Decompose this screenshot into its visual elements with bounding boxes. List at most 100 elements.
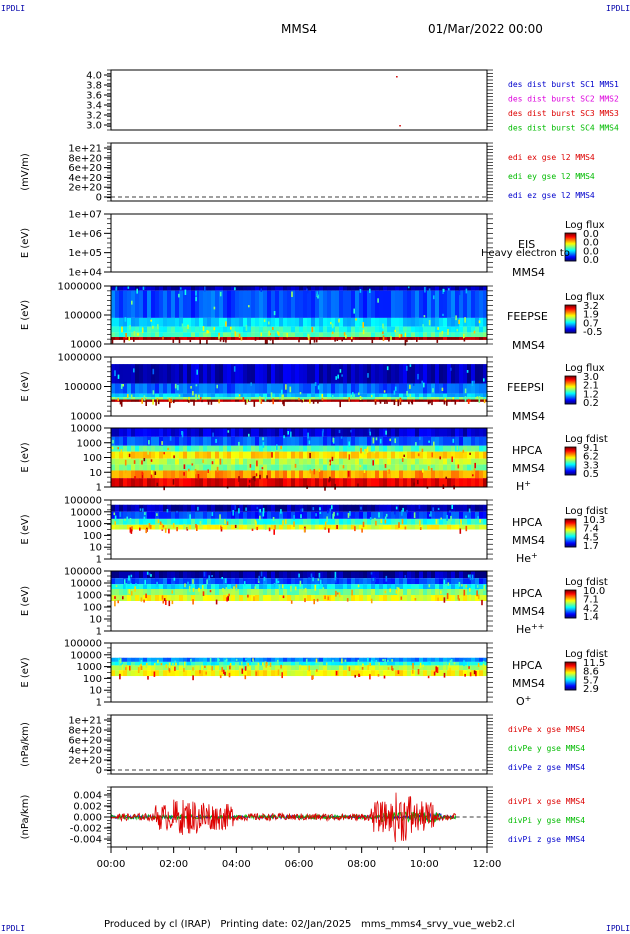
spectrogram-speckle (112, 439, 114, 444)
spectrogram-speckle (238, 441, 240, 446)
spectrogram-cell (331, 584, 336, 589)
spectrogram-speckle (196, 525, 198, 531)
spectrogram-cell (451, 317, 456, 327)
spectrogram-cell (199, 524, 204, 530)
colorbar-segment (565, 447, 576, 449)
spectrogram-cell (375, 332, 380, 338)
spectrogram-speckle (440, 517, 442, 520)
spectrogram-cell (123, 670, 128, 677)
spectrogram-cell (399, 383, 404, 394)
spectrogram-speckle (166, 509, 169, 513)
y-tick-label: 100 (83, 603, 102, 614)
spectrogram-cell (127, 317, 132, 327)
spectrogram-cell (315, 451, 320, 459)
spectrogram-speckle (453, 662, 456, 665)
spectrogram-cell (119, 393, 124, 398)
spectrogram-cell (383, 595, 388, 601)
panel-frame (110, 714, 488, 775)
spectrogram-speckle (357, 584, 360, 588)
spectrogram-cell (315, 286, 320, 291)
spectrogram-speckle (342, 465, 345, 469)
spectrogram-cell (411, 364, 416, 384)
spectrogram-cell (251, 665, 256, 671)
spectrogram-cell (219, 511, 224, 519)
spectrogram-cell (379, 524, 384, 530)
spectrogram-cell (315, 665, 320, 671)
spectrogram-speckle (264, 338, 267, 344)
spectrogram-cell (151, 518, 156, 525)
spectrogram-cell (319, 589, 324, 595)
spectrogram-cell (323, 451, 328, 459)
colorbar-segment (565, 541, 576, 543)
spectrogram-cell (231, 364, 236, 384)
spectrogram-cell (271, 436, 276, 446)
spectrogram-cell (199, 383, 204, 394)
spectrogram-cell (131, 428, 136, 437)
spectrogram-cell (243, 589, 248, 595)
spectrogram-speckle (448, 662, 451, 667)
spectrogram-speckle (449, 660, 452, 663)
spectrogram-speckle (272, 339, 274, 344)
spectrogram-speckle (171, 590, 173, 594)
spectrogram-speckle (224, 671, 226, 676)
spectrogram-cell (223, 657, 228, 662)
spectrogram-cell (239, 470, 244, 479)
colorbar-segment (565, 594, 576, 596)
spectrogram-cell (131, 332, 136, 338)
spectrogram-cell (451, 670, 456, 677)
spectrogram-cell (295, 478, 300, 487)
spectrogram-cell (351, 589, 356, 595)
spectrogram-cell (207, 589, 212, 595)
spectrogram-cell (215, 589, 220, 595)
spectrogram-cell (375, 518, 380, 525)
spectrogram-cell (203, 451, 208, 459)
spectrogram-speckle (384, 399, 386, 404)
spectrogram-cell (143, 464, 148, 471)
spectrogram-cell (231, 332, 236, 338)
spectrogram-cell (279, 326, 284, 333)
spectrogram-cell (111, 511, 116, 519)
spectrogram-cell (275, 399, 280, 402)
spectrogram-cell (231, 518, 236, 525)
spectrogram-speckle (133, 368, 135, 373)
spectrogram-cell (163, 657, 168, 662)
spectrogram-cell (159, 504, 164, 512)
spectrogram-cell (399, 364, 404, 384)
spectrogram-speckle (130, 574, 133, 578)
spectrogram-cell (327, 578, 332, 585)
spectrogram-cell (335, 383, 340, 394)
spectrogram-cell (339, 332, 344, 338)
spectrogram-cell (459, 326, 464, 333)
spectrogram-cell (291, 589, 296, 595)
spectrogram-cell (235, 470, 240, 479)
spectrogram-cell (435, 397, 440, 400)
spectrogram-cell (111, 670, 116, 677)
spectrogram-cell (403, 665, 408, 671)
spectrogram-cell (415, 595, 420, 601)
spectrogram-cell (391, 589, 396, 595)
spectrogram-cell (139, 290, 144, 318)
colorbar-segment (565, 253, 576, 255)
spectrogram-cell (451, 326, 456, 333)
y-tick-label: 10000 (70, 579, 102, 590)
spectrogram-cell (307, 661, 312, 666)
colorbar-segment (565, 321, 576, 324)
spectrogram-cell (391, 399, 396, 402)
spectrogram-cell (303, 451, 308, 459)
spectrogram-cell (383, 337, 388, 340)
spectrogram-cell (383, 317, 388, 327)
spectrogram-cell (219, 578, 224, 585)
spectrogram-cell (351, 428, 356, 437)
spectrogram-cell (371, 397, 376, 400)
spectrogram-cell (227, 364, 232, 384)
spectrogram-cell (359, 317, 364, 327)
spectrogram-cell (383, 286, 388, 291)
spectrogram-cell (283, 670, 288, 677)
spectrogram-cell (459, 445, 464, 452)
spectrogram-cell (443, 661, 448, 666)
spectrogram-cell (203, 290, 208, 318)
spectrogram-speckle (262, 662, 264, 666)
spectrogram-cell (471, 595, 476, 601)
spectrogram-cell (251, 511, 256, 519)
